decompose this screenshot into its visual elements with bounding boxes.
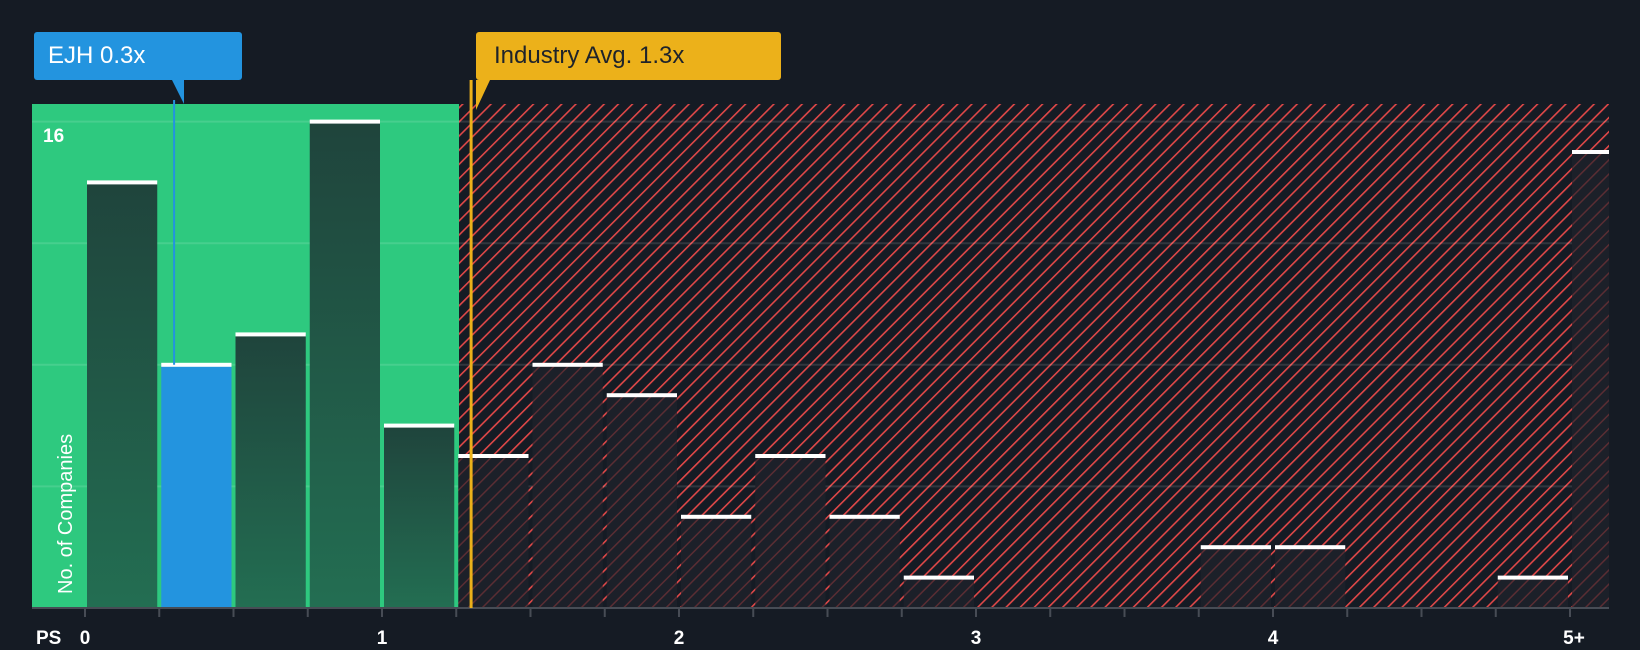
histogram-bar [1497, 577, 1568, 608]
y-axis-title: No. of Companies [55, 433, 77, 594]
x-tick-label: 5+ [1563, 628, 1585, 649]
histogram-bar [606, 395, 677, 608]
bar-top-cap [87, 180, 158, 185]
histogram-bar [1572, 152, 1609, 608]
histogram-bar [87, 182, 158, 608]
bar-top-cap [829, 514, 900, 519]
histogram-bar [161, 364, 232, 608]
histogram-bar [1275, 547, 1346, 608]
bar-top-cap [681, 514, 752, 519]
bar-top-cap [309, 119, 380, 124]
histogram-bar [829, 516, 900, 608]
industry-average-callout: Industry Avg. 1.3x [476, 32, 781, 80]
company-callout-pointer [172, 80, 184, 104]
bar-top-cap [235, 332, 306, 337]
x-tick-label: 1 [376, 628, 388, 649]
industry-callout-pointer [476, 80, 490, 110]
histogram-bar [235, 334, 306, 608]
bar-top-cap [1572, 150, 1609, 154]
histogram-bar [681, 516, 752, 608]
histogram-bar [1200, 547, 1271, 608]
histogram-bar [309, 121, 380, 608]
histogram-bar [532, 364, 603, 608]
x-axis-name: PS [36, 628, 62, 649]
bar-top-cap [384, 423, 455, 428]
histogram-bar [903, 577, 974, 608]
company-ps-label: EJH 0.3x [48, 42, 146, 69]
y-axis-max-label: 16 [43, 126, 65, 147]
bar-top-cap [1275, 545, 1346, 550]
x-tick-label: 2 [673, 628, 685, 649]
x-tick-label: 4 [1267, 628, 1279, 649]
histogram-bar [384, 425, 455, 608]
industry-average-label: Industry Avg. 1.3x [494, 42, 685, 69]
bar-top-cap [903, 575, 974, 580]
bar-top-cap [1200, 545, 1271, 550]
bar-top-cap [755, 454, 826, 458]
bar-top-cap [532, 362, 603, 367]
x-axis-ticks [84, 609, 1571, 617]
bar-top-cap [161, 362, 232, 367]
bar-top-cap [458, 454, 529, 458]
bar-top-cap [1497, 575, 1568, 580]
histogram-bars [87, 119, 1609, 608]
x-tick-label: 0 [79, 628, 91, 649]
x-tick-label: 3 [970, 628, 982, 649]
histogram-bar [755, 456, 826, 608]
bar-top-cap [606, 393, 677, 398]
histogram-bar [458, 456, 529, 608]
company-ps-callout: EJH 0.3x [34, 32, 242, 80]
